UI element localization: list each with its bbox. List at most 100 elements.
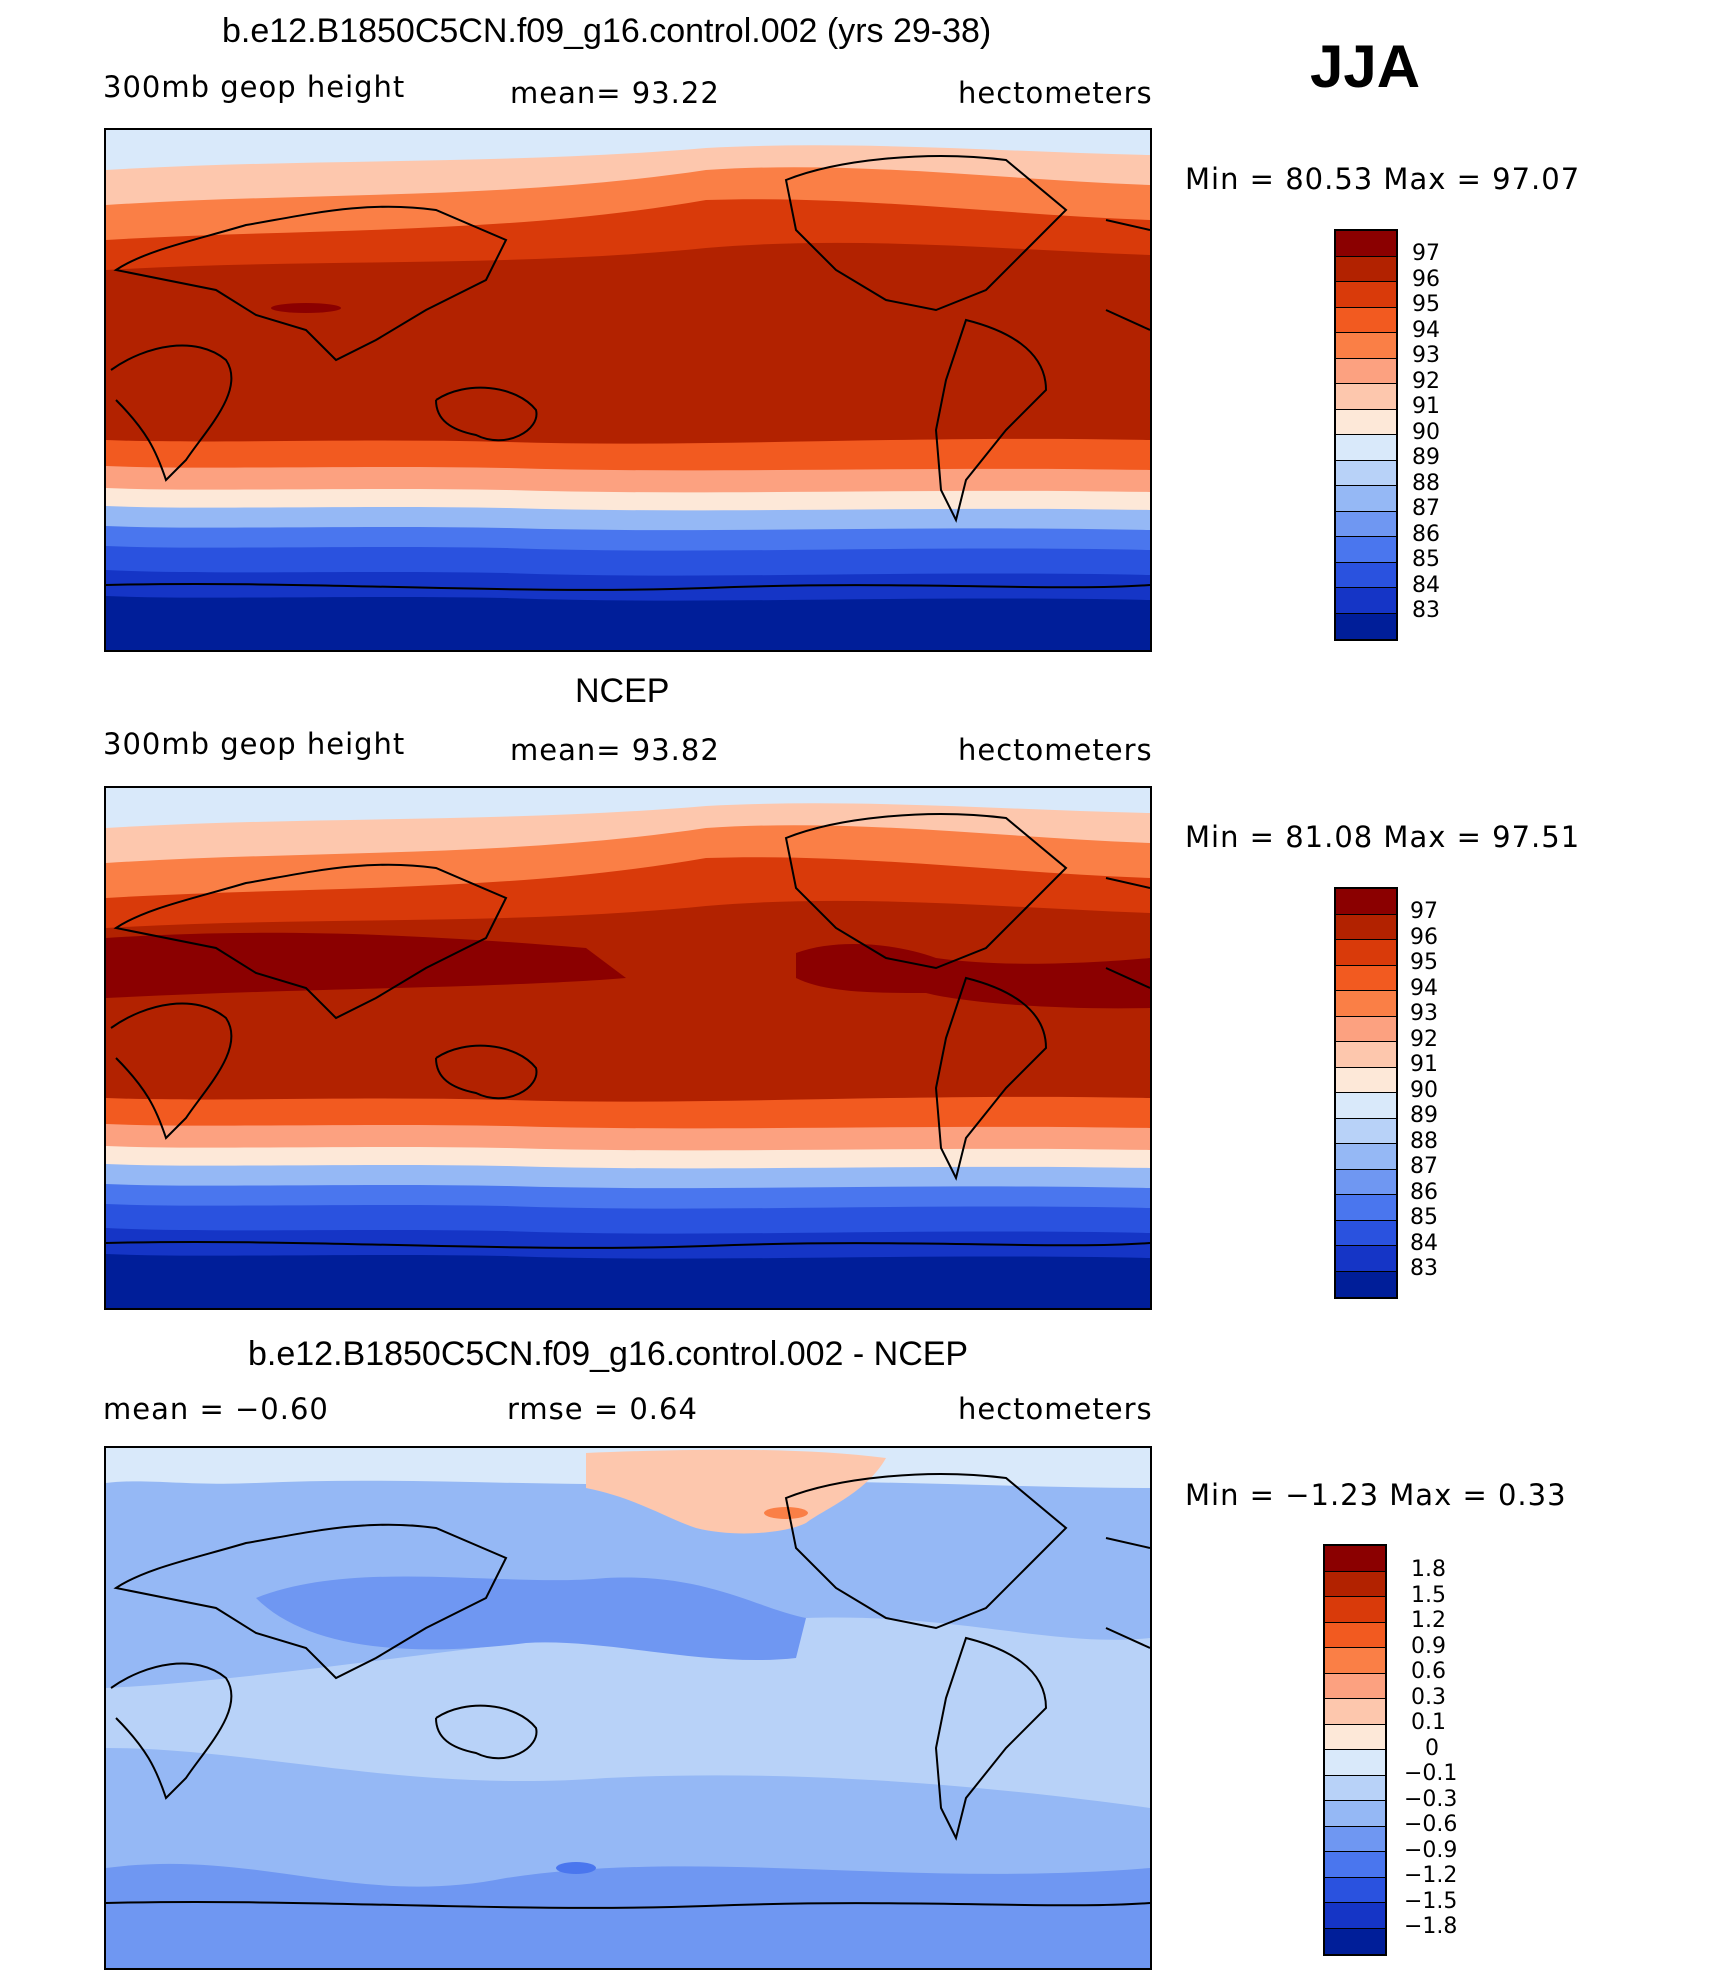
panel-1-colorbar [1334,229,1398,641]
colorbar-tick: −0.1 [1404,1761,1458,1786]
colorbar-tick: 92 [1410,1027,1438,1052]
colorbar-tick: 93 [1412,343,1440,368]
colorbar-tick: 0.9 [1411,1634,1446,1659]
colorbar-tick: 97 [1412,241,1440,266]
colorbar-swatch [1336,486,1396,512]
colorbar-swatch [1325,1903,1385,1929]
colorbar-tick: 89 [1412,445,1440,470]
panel-1-minmax: Min = 80.53 Max = 97.07 [1185,162,1581,196]
colorbar-tick: 84 [1412,573,1440,598]
colorbar-tick: 84 [1410,1231,1438,1256]
colorbar-swatch [1336,256,1396,282]
colorbar-swatch [1325,1928,1385,1954]
colorbar-swatch [1336,613,1396,639]
colorbar-tick: 1.5 [1411,1583,1446,1608]
colorbar-tick: 86 [1410,1180,1438,1205]
colorbar-swatch [1325,1877,1385,1903]
colorbar-tick: 93 [1410,1001,1438,1026]
colorbar-swatch [1336,1169,1396,1195]
colorbar-swatch [1336,1144,1396,1170]
colorbar-tick: −0.6 [1404,1812,1458,1837]
panel-2-units-label: hectometers [958,733,1153,767]
colorbar-swatch [1336,384,1396,410]
colorbar-swatch [1325,1546,1385,1572]
colorbar-swatch [1336,282,1396,308]
colorbar-swatch [1336,1118,1396,1144]
colorbar-swatch [1336,965,1396,991]
colorbar-swatch [1325,1622,1385,1648]
colorbar-swatch [1336,1067,1396,1093]
panel-2-mean-label: mean= 93.82 [510,733,720,767]
colorbar-tick: 95 [1412,292,1440,317]
colorbar-swatch [1336,1195,1396,1221]
colorbar-swatch [1325,1724,1385,1750]
colorbar-tick: 1.2 [1411,1608,1446,1633]
colorbar-tick: 88 [1410,1129,1438,1154]
panel-3-colorbar [1323,1544,1387,1956]
panel-3-map [104,1446,1152,1970]
colorbar-swatch [1336,1246,1396,1272]
colorbar-swatch [1336,1271,1396,1297]
colorbar-swatch [1336,307,1396,333]
colorbar-swatch [1325,1699,1385,1725]
colorbar-tick: 91 [1410,1052,1438,1077]
colorbar-tick: 89 [1410,1103,1438,1128]
colorbar-swatch [1336,1042,1396,1068]
colorbar-swatch [1336,358,1396,384]
colorbar-tick: 88 [1412,471,1440,496]
colorbar-swatch [1325,1852,1385,1878]
panel-1-mean-label: mean= 93.22 [510,76,720,110]
colorbar-tick: 83 [1410,1256,1438,1281]
colorbar-swatch [1336,511,1396,537]
colorbar-swatch [1336,914,1396,940]
colorbar-tick: 0 [1425,1736,1439,1761]
colorbar-swatch [1325,1801,1385,1827]
colorbar-tick: 90 [1412,420,1440,445]
panel-1-variable-label: 300mb geop height [103,70,406,104]
colorbar-tick: −0.3 [1404,1787,1458,1812]
colorbar-swatch [1325,1571,1385,1597]
season-label: JJA [1310,33,1421,100]
colorbar-swatch [1336,409,1396,435]
colorbar-tick: 96 [1412,267,1440,292]
colorbar-tick: 95 [1410,950,1438,975]
panel-2-colorbar [1334,887,1398,1299]
colorbar-swatch [1336,460,1396,486]
colorbar-tick: 87 [1410,1154,1438,1179]
panel-3-rmse-label: rmse = 0.64 [507,1392,698,1426]
colorbar-swatch [1325,1826,1385,1852]
colorbar-tick: 87 [1412,496,1440,521]
colorbar-swatch [1336,537,1396,563]
colorbar-swatch [1336,1093,1396,1119]
colorbar-swatch [1336,1220,1396,1246]
colorbar-tick: 97 [1410,899,1438,924]
colorbar-swatch [1325,1673,1385,1699]
colorbar-swatch [1336,333,1396,359]
colorbar-tick: −0.9 [1404,1838,1458,1863]
colorbar-tick: 94 [1410,976,1438,1001]
panel-1-units-label: hectometers [958,76,1153,110]
colorbar-swatch [1336,991,1396,1017]
colorbar-swatch [1336,889,1396,915]
colorbar-swatch [1336,231,1396,257]
colorbar-tick: 85 [1410,1205,1438,1230]
panel-1-title: b.e12.B1850C5CN.f09_g16.control.002 (yrs… [222,12,992,50]
colorbar-swatch [1325,1597,1385,1623]
colorbar-tick: 0.6 [1411,1659,1446,1684]
colorbar-tick: 85 [1412,547,1440,572]
colorbar-tick: 1.8 [1411,1557,1446,1582]
colorbar-tick: 90 [1410,1078,1438,1103]
colorbar-swatch [1336,1016,1396,1042]
colorbar-tick: 83 [1412,598,1440,623]
colorbar-tick: 91 [1412,394,1440,419]
colorbar-tick: 94 [1412,318,1440,343]
colorbar-tick: −1.5 [1404,1889,1458,1914]
colorbar-tick: −1.2 [1404,1863,1458,1888]
panel-3-minmax: Min = −1.23 Max = 0.33 [1185,1478,1567,1512]
colorbar-swatch [1336,562,1396,588]
colorbar-swatch [1325,1750,1385,1776]
colorbar-swatch [1336,435,1396,461]
colorbar-swatch [1336,588,1396,614]
panel-3-title: b.e12.B1850C5CN.f09_g16.control.002 - NC… [248,1335,969,1373]
colorbar-tick: 0.3 [1411,1685,1446,1710]
